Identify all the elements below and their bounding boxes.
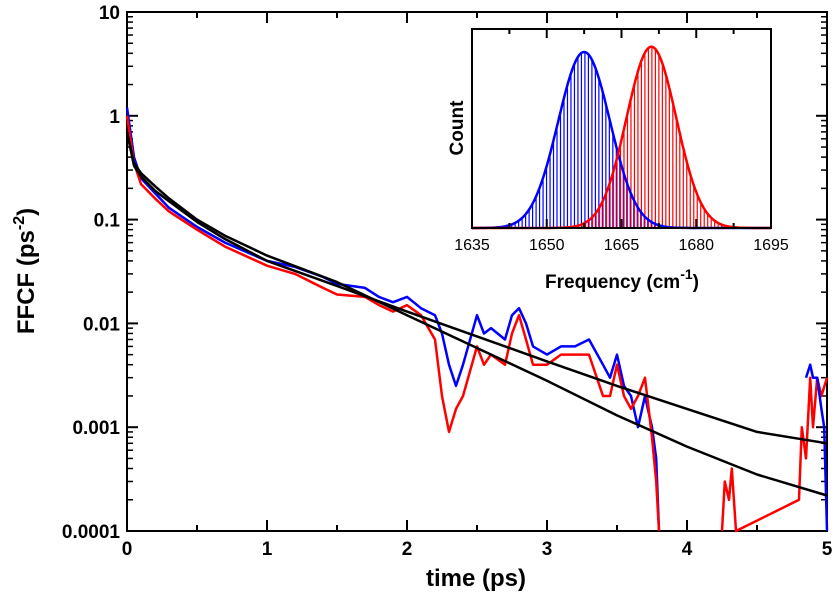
- inset-x-tick-label: 1635: [454, 237, 490, 254]
- y-tick-label: 10: [99, 3, 120, 24]
- series-line-fit-2: [125, 131, 828, 497]
- x-tick-label: 5: [822, 539, 833, 560]
- x-tick-label: 3: [542, 539, 553, 560]
- x-tick-label: 0: [122, 539, 133, 560]
- x-tick-label: 1: [262, 539, 273, 560]
- x-axis-label: time (ps): [426, 565, 526, 592]
- y-tick-label: 0.01: [83, 314, 120, 335]
- series-line-blue-FFCF-late-tail: [804, 363, 829, 532]
- inset-x-tick-label: 1665: [604, 237, 640, 254]
- inset-background: [472, 29, 771, 228]
- main-series-group: [125, 107, 829, 533]
- y-axis-label: FFCF (ps-2): [11, 208, 40, 334]
- y-tick-label: 0.0001: [62, 522, 121, 543]
- main-axis-ticks: 0 1 2 3 4 5 0.0001 0.001 0.01 0.1 1 10: [62, 3, 833, 560]
- series-line-red-FFCF: [125, 115, 661, 532]
- series-line-fit-1: [125, 131, 828, 445]
- inset-x-tick-label: 1680: [678, 237, 714, 254]
- inset-axis-ticks: 1635 1650 1665 1680 1695: [454, 29, 789, 254]
- inset-x-tick-label: 1695: [753, 237, 789, 254]
- series-line-red-FFCF-late-tail: [720, 376, 829, 533]
- inset-x-tick-label: 1650: [529, 237, 565, 254]
- inset-x-label: Frequency (cm-1): [545, 266, 699, 293]
- y-tick-label: 0.1: [94, 211, 121, 232]
- svg-text:Count: Count: [447, 100, 468, 156]
- inset-y-label: Count: [447, 100, 468, 156]
- x-tick-label: 4: [682, 539, 693, 560]
- y-tick-label: 1: [109, 107, 120, 128]
- svg-text:FFCF (ps-2): FFCF (ps-2): [11, 208, 40, 334]
- y-tick-label: 0.001: [72, 418, 120, 439]
- x-tick-label: 2: [402, 539, 413, 560]
